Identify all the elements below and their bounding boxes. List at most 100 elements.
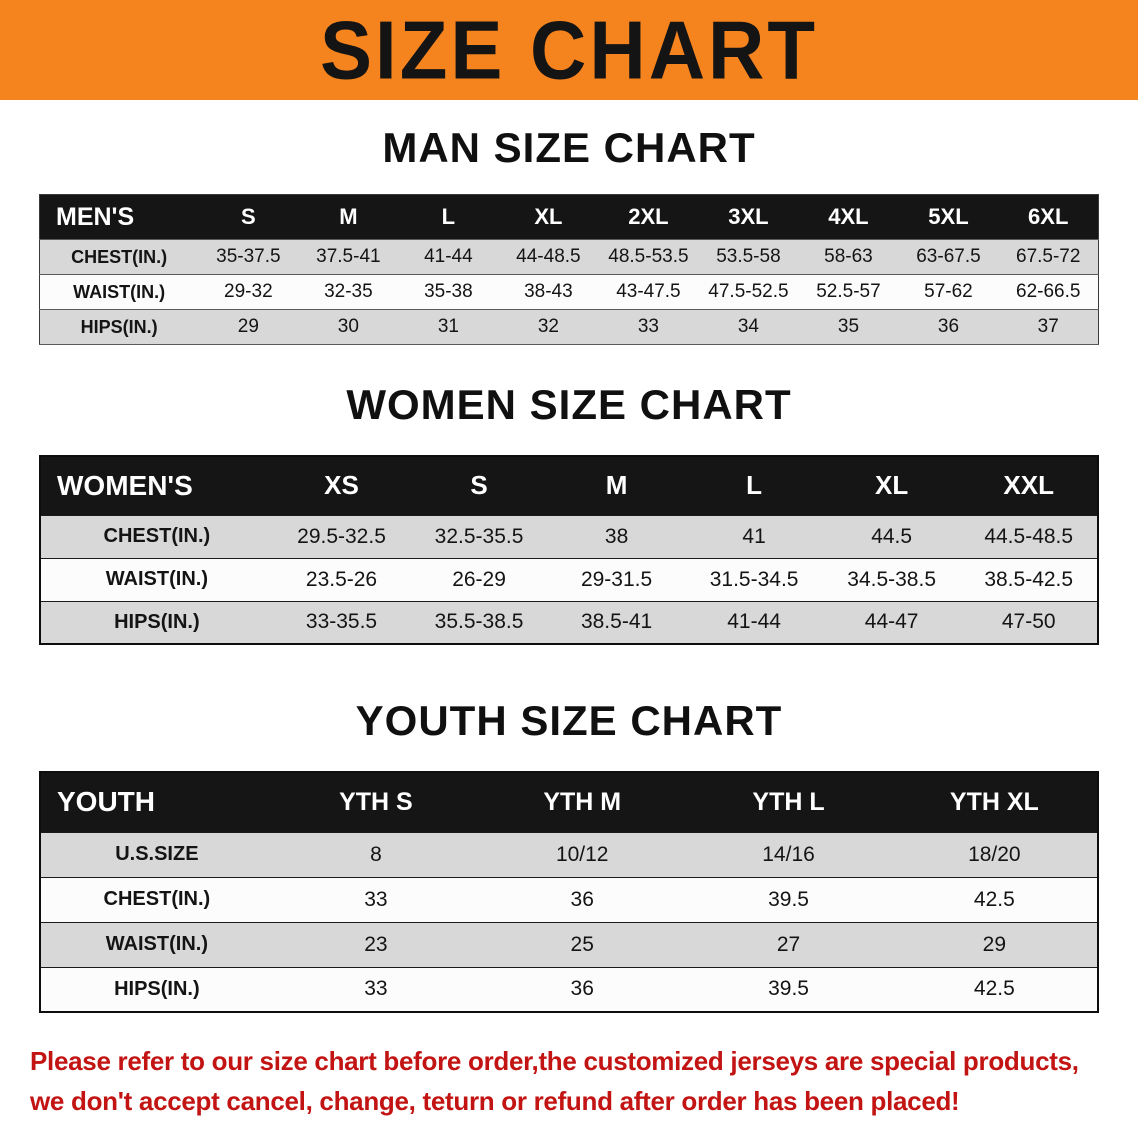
table-cell: 29-31.5	[580, 567, 653, 591]
size-column-header: L	[441, 204, 456, 229]
table-cell: 30	[337, 316, 359, 337]
table-cell: 41	[742, 524, 766, 548]
row-label: WAIST(IN.)	[73, 281, 166, 302]
table-cell: 38.5-41	[580, 610, 653, 634]
table-cell: 14/16	[762, 842, 815, 866]
banner-title: SIZE CHART	[320, 3, 818, 97]
table-cell: 67.5-72	[1016, 246, 1081, 267]
youth-size-table: YOUTH YTH S YTH M YTH L YTH XL U.S.SIZE 8 10/12…	[39, 771, 1099, 1013]
size-column-header: YTH L	[752, 787, 825, 816]
table-cell: 36	[570, 977, 594, 1001]
table-cell: 36	[937, 316, 960, 337]
table-row: U.S.SIZE 8 10/12 14/16 18/20	[40, 832, 1098, 877]
table-cell: 44.5	[871, 524, 913, 548]
size-column-header: S	[241, 204, 256, 229]
size-column-header: S	[470, 470, 488, 501]
row-label: WAIST(IN.)	[105, 568, 208, 590]
table-cell: 44.5-48.5	[984, 524, 1074, 548]
table-row: CHEST(IN.) 35-37.5 37.5-41 41-44 44-48.5 48.5…	[39, 239, 1099, 275]
table-cell: 62-66.5	[1016, 281, 1081, 302]
men-size-table: MEN'S S M L XL 2XL 3XL 4XL 5XL 6XL CHEST(IN.) 35-37…	[39, 194, 1099, 345]
table-cell: 35.5-38.5	[434, 610, 524, 634]
table-cell: 31	[437, 316, 459, 337]
table-cell: 53.5-58	[716, 246, 781, 267]
table-header-label: MEN'S	[56, 202, 135, 231]
size-column-header: M	[605, 470, 628, 501]
size-column-header: M	[339, 204, 358, 229]
table-cell: 47.5-52.5	[708, 281, 789, 302]
table-cell: 33	[364, 977, 388, 1001]
table-cell: 39.5	[768, 977, 809, 1001]
table-row: CHEST(IN.) 29.5-32.5 32.5-35.5 38 41 44.5 44.5…	[40, 515, 1098, 558]
table-cell: 36	[570, 887, 594, 911]
size-column-header: XS	[324, 470, 359, 501]
table-cell: 32	[537, 316, 559, 337]
row-label: CHEST(IN.)	[71, 246, 168, 267]
row-label: HIPS(IN.)	[114, 977, 200, 1000]
row-label: CHEST(IN.)	[103, 525, 211, 547]
table-cell: 26-29	[452, 567, 506, 591]
table-cell: 38	[604, 524, 629, 548]
size-column-header: XL	[534, 204, 563, 229]
table-cell: 8	[370, 842, 382, 866]
table-cell: 29-32	[224, 281, 273, 302]
table-cell: 52.5-57	[816, 281, 881, 302]
table-cell: 38.5-42.5	[984, 567, 1074, 591]
size-column-header: XL	[875, 470, 909, 501]
table-cell: 10/12	[555, 842, 609, 866]
table-cell: 38-43	[524, 281, 573, 302]
table-cell: 33-35.5	[305, 610, 378, 634]
size-chart-banner: SIZE CHART	[0, 0, 1138, 100]
size-column-header: YTH S	[339, 787, 413, 816]
table-cell: 42.5	[973, 977, 1015, 1001]
table-cell: 29	[237, 316, 259, 337]
table-header-label: WOMEN'S	[57, 469, 193, 501]
table-cell: 44-48.5	[516, 246, 581, 267]
size-column-header: 6XL	[1028, 204, 1069, 229]
table-cell: 39.5	[768, 887, 809, 911]
table-cell: 35-37.5	[216, 246, 281, 267]
table-header-row: WOMEN'S XS S M L XL XXL	[40, 456, 1098, 515]
men-section-heading: MAN SIZE CHART	[382, 124, 756, 171]
size-column-header: 3XL	[728, 204, 769, 229]
table-cell: 34.5-38.5	[847, 567, 937, 591]
table-cell: 18/20	[968, 842, 1021, 866]
women-section-heading: WOMEN SIZE CHART	[346, 381, 792, 428]
row-label: WAIST(IN.)	[105, 933, 208, 955]
table-row: WAIST(IN.) 23 25 27 29	[40, 922, 1098, 967]
table-cell: 44-47	[864, 610, 919, 634]
table-cell: 41-44	[424, 246, 473, 267]
table-cell: 25	[570, 932, 594, 956]
size-column-header: YTH M	[543, 787, 622, 816]
table-cell: 29.5-32.5	[297, 524, 386, 548]
table-cell: 32-35	[324, 281, 373, 302]
size-column-header: 4XL	[828, 204, 869, 229]
table-cell: 29	[982, 932, 1007, 956]
table-cell: 37	[1037, 316, 1059, 337]
table-header-row: YOUTH YTH S YTH M YTH L YTH XL	[40, 772, 1098, 832]
size-column-header: 2XL	[628, 204, 669, 229]
disclaimer-text: Please refer to our size chart before or…	[30, 1041, 1138, 1122]
size-column-header: XXL	[1003, 470, 1054, 501]
table-cell: 33	[364, 887, 388, 911]
table-cell: 35-38	[424, 281, 473, 302]
row-label: HIPS(IN.)	[80, 316, 158, 337]
disclaimer-line-1: Please refer to our size chart before or…	[30, 1046, 1079, 1076]
size-column-header: L	[746, 470, 763, 501]
row-label: U.S.SIZE	[115, 843, 199, 865]
table-cell: 34	[737, 316, 759, 337]
table-cell: 58-63	[824, 246, 873, 267]
table-cell: 31.5-34.5	[709, 567, 799, 591]
table-cell: 63-67.5	[916, 246, 981, 267]
table-cell: 42.5	[973, 887, 1015, 911]
table-cell: 43-47.5	[616, 281, 681, 302]
table-cell: 33	[637, 316, 659, 337]
table-cell: 35	[837, 316, 860, 337]
table-row: HIPS(IN.) 29 30 31 32 33 34 35 36 37	[39, 309, 1099, 345]
table-row: CHEST(IN.) 33 36 39.5 42.5	[40, 877, 1098, 922]
table-cell: 37.5-41	[316, 246, 381, 267]
table-header-label: YOUTH	[57, 786, 155, 818]
table-row: HIPS(IN.) 33 36 39.5 42.5	[40, 967, 1098, 1012]
table-row: WAIST(IN.) 23.5-26 26-29 29-31.5 31.5-34.5 34…	[40, 558, 1098, 601]
table-cell: 41-44	[727, 610, 781, 634]
